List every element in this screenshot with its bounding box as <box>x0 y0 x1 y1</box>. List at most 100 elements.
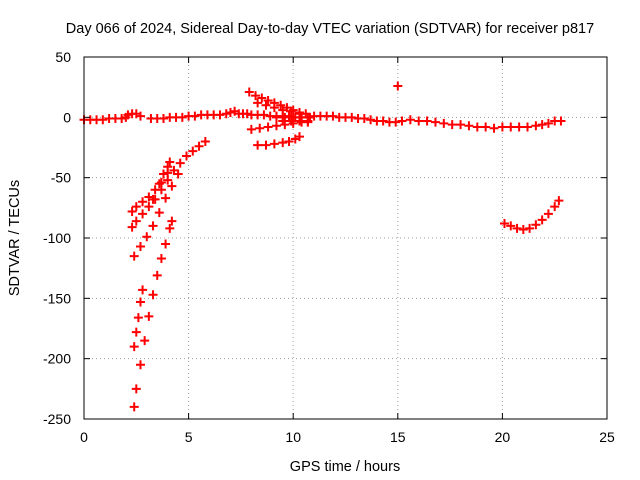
data-point <box>135 360 145 370</box>
data-point <box>518 225 528 235</box>
data-point <box>221 109 231 119</box>
x-tick-label: 15 <box>390 429 406 445</box>
grid-lines <box>84 57 607 419</box>
data-point <box>182 151 192 161</box>
data-point <box>148 194 158 204</box>
data-point <box>150 185 160 195</box>
data-point <box>138 209 148 219</box>
data-point <box>158 169 168 179</box>
data-point <box>142 232 152 242</box>
data-point <box>200 136 210 146</box>
data-point <box>269 103 279 113</box>
data-point <box>278 138 288 148</box>
data-point <box>167 216 177 226</box>
data-point <box>464 121 474 131</box>
data-point <box>158 114 168 124</box>
y-tick-label: 50 <box>55 49 71 65</box>
data-point <box>129 342 139 352</box>
y-tick-label: -100 <box>43 230 71 246</box>
data-point <box>129 402 139 412</box>
data-point <box>177 112 187 122</box>
data-point <box>154 208 164 218</box>
data-point <box>261 100 271 110</box>
x-axis-title: GPS time / hours <box>290 459 400 475</box>
data-point <box>98 115 108 125</box>
data-point <box>135 241 145 251</box>
series-late-arc <box>499 196 564 235</box>
data-point <box>144 311 154 321</box>
data-point <box>133 313 143 323</box>
data-point <box>148 221 158 231</box>
data-point <box>284 111 294 121</box>
data-point <box>161 239 171 249</box>
data-point <box>378 116 388 126</box>
data-point <box>175 158 185 168</box>
data-point <box>127 222 137 232</box>
data-point <box>537 120 547 130</box>
x-tick-label: 5 <box>185 429 193 445</box>
data-point <box>328 111 338 121</box>
data-point <box>261 140 271 150</box>
data-point <box>144 202 154 212</box>
data-point <box>271 112 281 122</box>
data-point <box>156 254 166 264</box>
chart-title: Day 066 of 2024, Sidereal Day-to-day VTE… <box>66 21 594 37</box>
data-point <box>543 209 553 219</box>
data-point <box>512 223 522 233</box>
data-point <box>131 216 141 226</box>
data-point <box>286 106 296 116</box>
y-tick-labels: 50 0 -50 -100 -150 -200 -250 <box>43 49 71 427</box>
data-point <box>138 285 148 295</box>
data-point <box>366 115 376 125</box>
data-point <box>447 120 457 130</box>
data-point <box>506 221 516 231</box>
data-point <box>288 118 298 128</box>
data-point <box>190 111 200 121</box>
data-point <box>359 114 369 124</box>
data-point <box>127 206 137 216</box>
data-point <box>263 95 273 105</box>
data-point <box>556 116 566 126</box>
data-point <box>525 223 535 233</box>
data-point <box>148 290 158 300</box>
data-point <box>280 120 290 130</box>
data-point <box>537 215 547 225</box>
y-axis-title: SDTVAR / TECUs <box>7 180 23 296</box>
data-point <box>506 122 516 132</box>
data-point <box>414 116 424 126</box>
data-point <box>161 193 171 203</box>
data-point <box>550 202 560 212</box>
x-tick-label: 25 <box>599 429 615 445</box>
data-point <box>242 109 252 119</box>
data-point <box>140 336 150 346</box>
data-point <box>215 110 225 120</box>
series-near-zero-band <box>79 106 566 133</box>
series-descending-tracks <box>127 136 210 412</box>
series-outliers <box>393 81 403 91</box>
data-point <box>129 251 139 261</box>
data-point <box>397 116 407 126</box>
data-points <box>79 81 566 412</box>
data-point <box>543 118 553 128</box>
data-point <box>246 124 256 134</box>
data-point <box>152 270 162 280</box>
data-point <box>271 121 281 131</box>
data-point <box>253 98 263 108</box>
data-point <box>131 327 141 337</box>
data-point <box>263 122 273 132</box>
data-point <box>253 140 263 150</box>
data-point <box>165 223 175 233</box>
data-point <box>251 91 261 101</box>
data-point <box>244 87 254 97</box>
data-point <box>439 118 449 128</box>
y-tick-label: -250 <box>43 411 71 427</box>
data-point <box>173 169 183 179</box>
data-point <box>163 162 173 172</box>
data-point <box>531 121 541 131</box>
data-point <box>167 181 177 191</box>
data-point <box>135 111 145 121</box>
x-tick-label: 20 <box>495 429 511 445</box>
data-point <box>393 81 403 91</box>
data-point <box>347 112 357 122</box>
